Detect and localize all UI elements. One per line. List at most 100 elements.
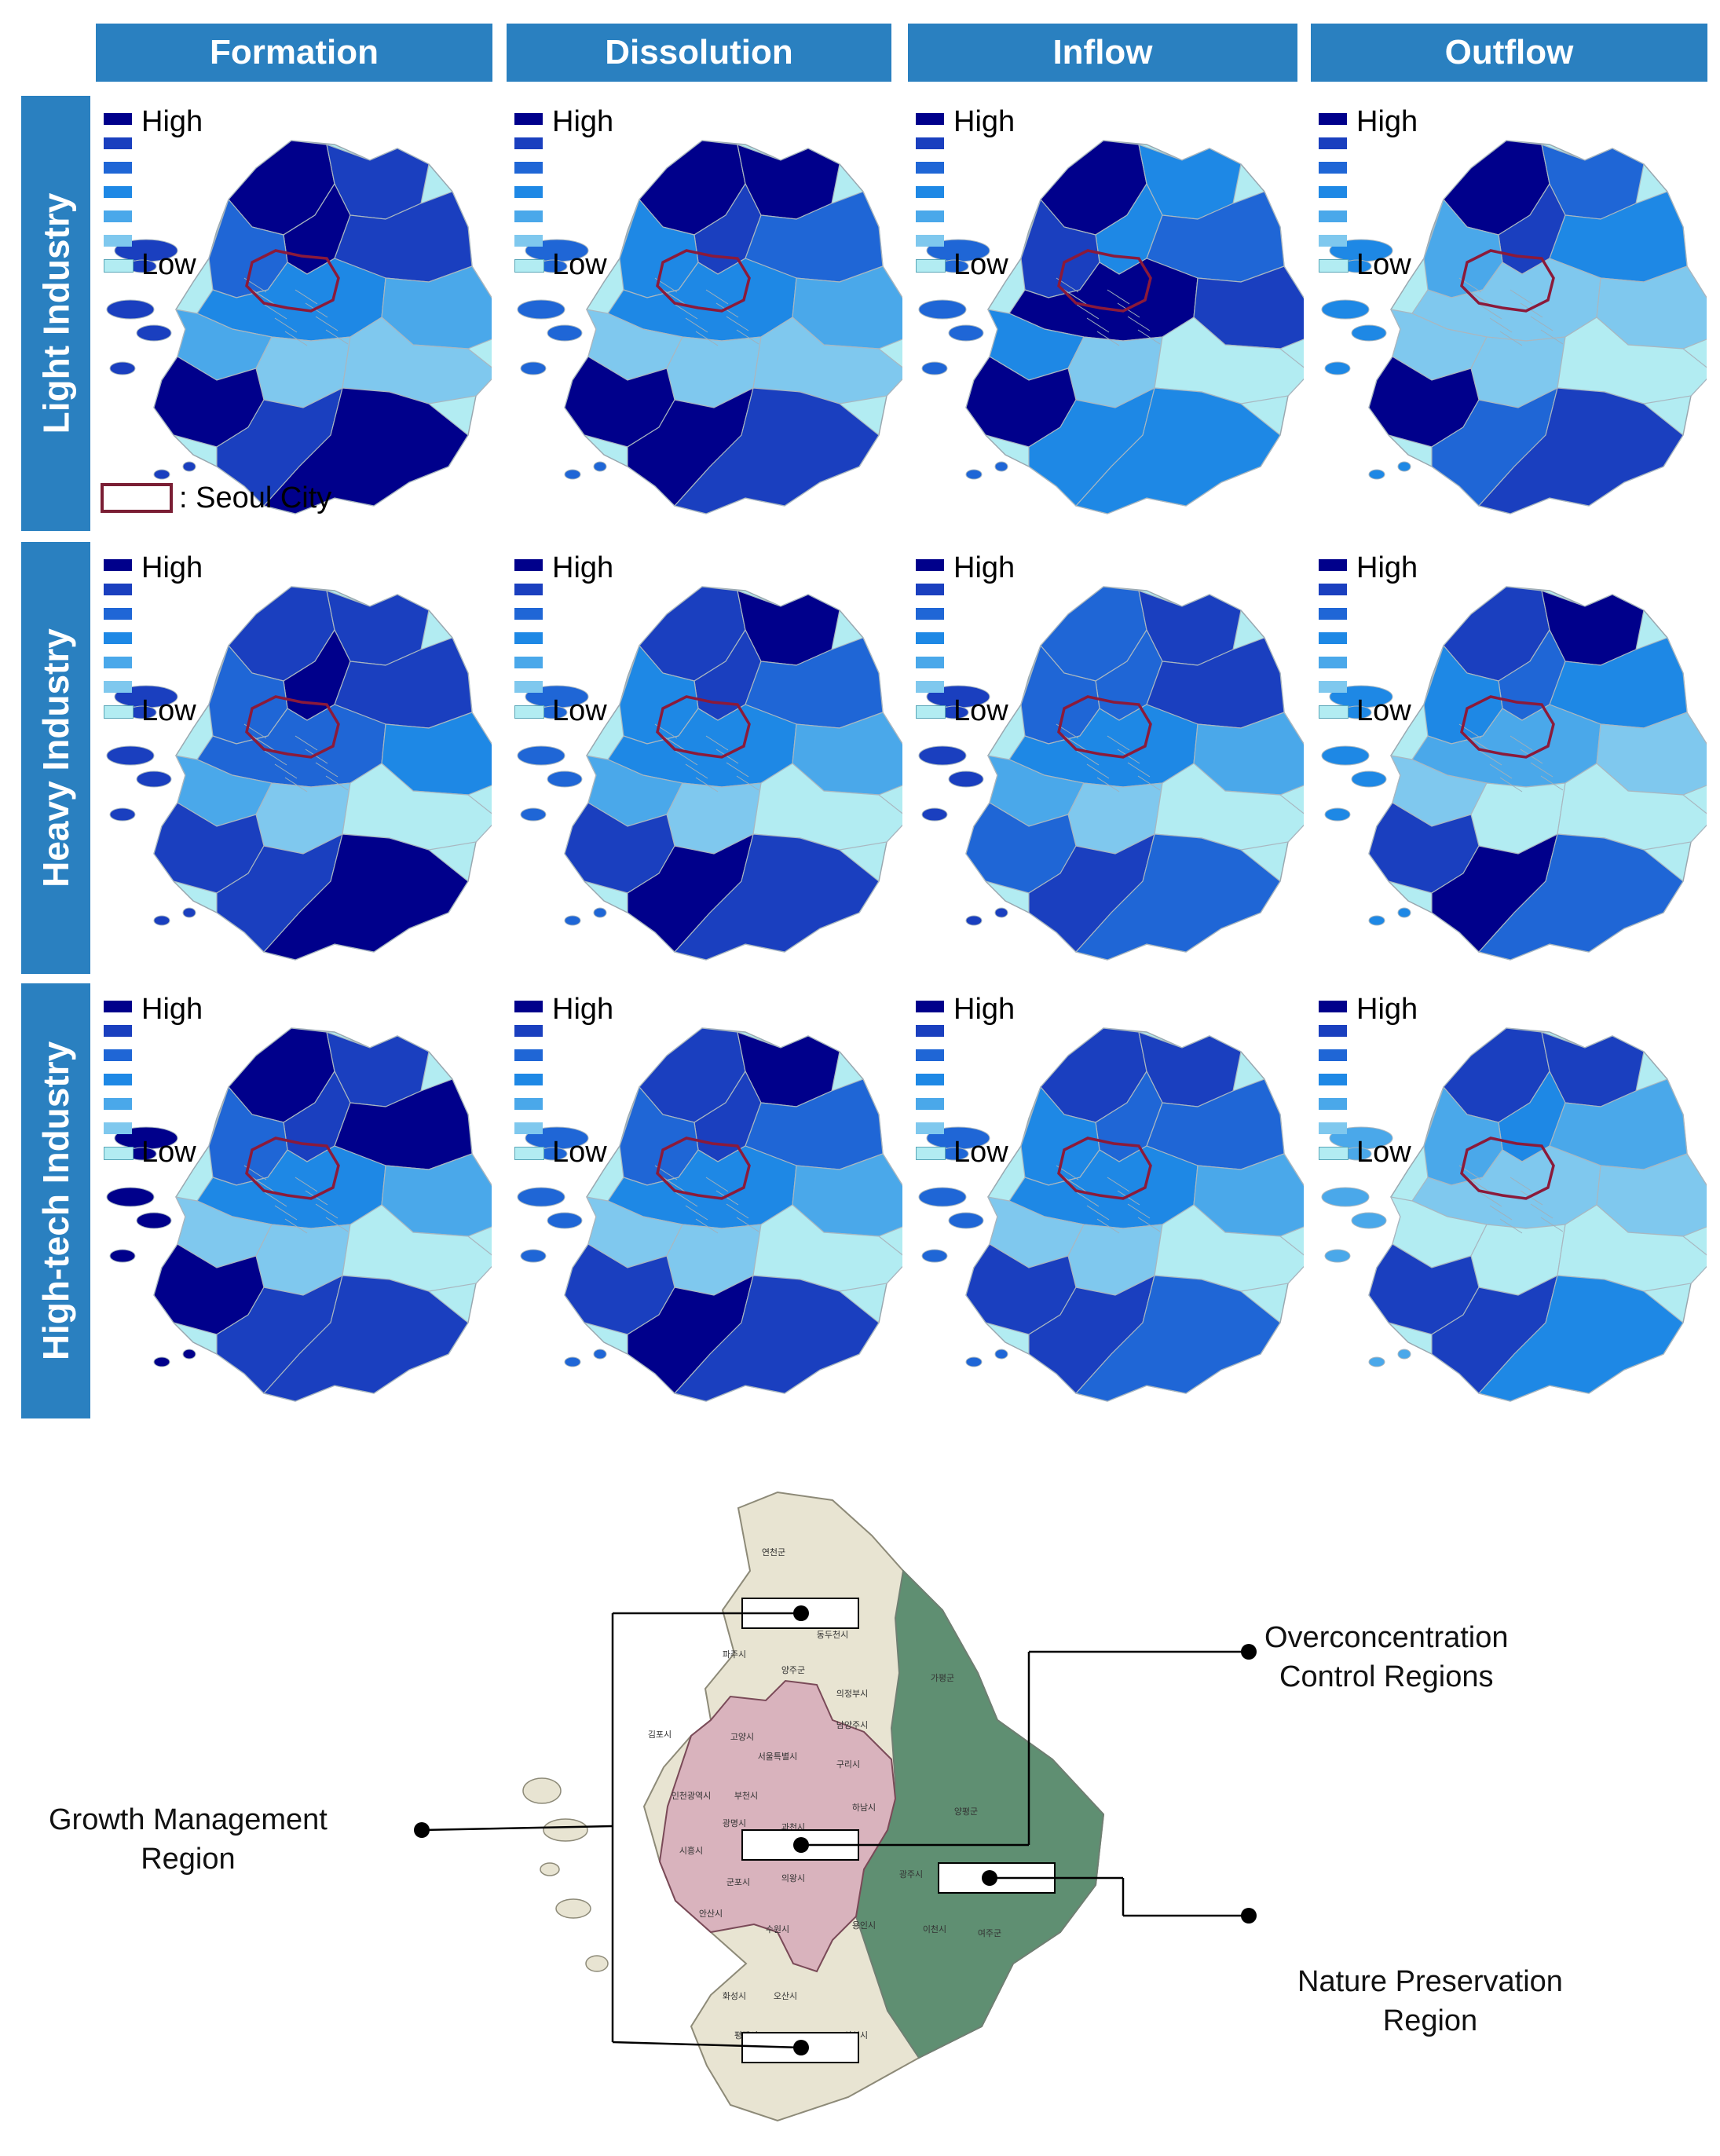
legend-swatch [104,681,132,693]
island [153,915,170,926]
map-panel-inflow-heavy-industry: High Low [911,544,1304,983]
district-boundary [1479,304,1502,320]
legend-swatch [916,113,944,125]
column-header-formation: Formation [96,24,492,82]
district-boundary [249,734,273,749]
map-region [564,1243,675,1335]
legend-swatch [1319,1049,1347,1061]
district-boundary [284,1218,308,1234]
seoul-boundary [245,695,340,759]
island [555,1898,591,1919]
legend-swatch [514,137,543,149]
district-boundary [675,1191,698,1207]
island [182,1349,196,1360]
seoul-boundary [1057,249,1152,313]
legend-swatch [1319,1025,1347,1037]
nature-preservation-region [855,1568,1105,2059]
marker-dot [793,1837,809,1853]
legend-low-label: Low [552,248,607,281]
legend-swatch [916,559,944,571]
district-boundary [675,304,698,320]
legend-swatch [104,657,132,668]
island [547,771,583,788]
callout-growth: Growth Management Region [49,1800,328,1879]
island [921,361,948,375]
place-label: 광주시 [899,1869,923,1880]
legend-swatch [916,608,944,620]
district-boundary [1107,735,1130,751]
place-label: 양주군 [781,1665,805,1675]
map-region [1074,387,1281,514]
legend-swatch [1319,1147,1349,1160]
district-boundary [695,1218,719,1234]
place-label: 하남시 [852,1802,876,1813]
island [965,915,983,926]
island [564,1356,581,1367]
callout-overconcentration-line2: Control Regions [1279,1660,1494,1693]
marker-dot [982,1870,997,1886]
district-boundary [1096,777,1120,792]
column-header-inflow: Inflow [908,24,1297,82]
district-boundary [325,329,349,345]
island [1324,807,1351,822]
place-label: 광명시 [723,1818,746,1828]
legend-low-label: Low [1356,694,1411,727]
district-boundary [274,763,298,779]
district-boundary [1117,302,1140,318]
district-boundary [325,1217,349,1232]
legend-low-label: Low [552,1136,607,1169]
island [136,1212,172,1229]
legend-low-label: Low [953,1136,1008,1169]
island [965,469,983,480]
district-boundary [284,331,308,346]
map-region [564,802,675,894]
district-boundary [1086,1205,1110,1221]
legend-high-label: High [552,993,614,1026]
map-region [1368,1243,1480,1335]
island [948,771,984,788]
legend-swatch [1319,657,1347,668]
map-region [1477,833,1684,961]
district-boundary [274,1205,298,1221]
district-boundary [715,302,739,318]
district-boundary [715,1190,739,1206]
district-boundary [1540,1217,1564,1232]
legend-swatch [916,1122,944,1134]
district-boundary [685,317,708,333]
district-boundary [1127,316,1151,331]
legend-swatch [1319,681,1347,693]
legend-swatch [104,1074,132,1085]
district-boundary [736,329,759,345]
district-boundary [1061,287,1085,303]
column-header-outflow: Outflow [1311,24,1707,82]
island [109,361,136,375]
choropleth-map [918,586,1304,961]
island [1324,361,1351,375]
island [136,771,172,788]
district-boundary [1076,1191,1100,1207]
place-label: 안산시 [699,1909,723,1919]
district-boundary [1137,1217,1161,1232]
legend-swatch [104,705,134,719]
place-label: 여주군 [978,1928,1001,1938]
seoul-boundary [656,1137,751,1200]
district-boundary [1540,329,1564,345]
island [921,807,948,822]
zoning-map: 연천군포천군동두천시파주시양주군의정부시가평군김포시고양시남양주시구리시서울특별… [0,1461,1720,2152]
district-boundary [1464,287,1488,303]
island [593,461,607,472]
legend-high-label: High [552,105,614,138]
legend-swatch [514,681,543,693]
district-boundary [1499,331,1523,346]
district-boundary [315,316,339,331]
district-boundary [1510,735,1533,751]
choropleth-map [106,140,492,514]
seoul-boundary [245,249,340,313]
legend-swatch [916,1147,946,1160]
callout-nature-line2: Region [1382,2004,1478,2037]
island [1368,1356,1385,1367]
legend-swatch [104,137,132,149]
district-boundary [264,304,287,320]
legend-high-label: High [1356,993,1418,1026]
legend-swatch [514,1122,543,1134]
